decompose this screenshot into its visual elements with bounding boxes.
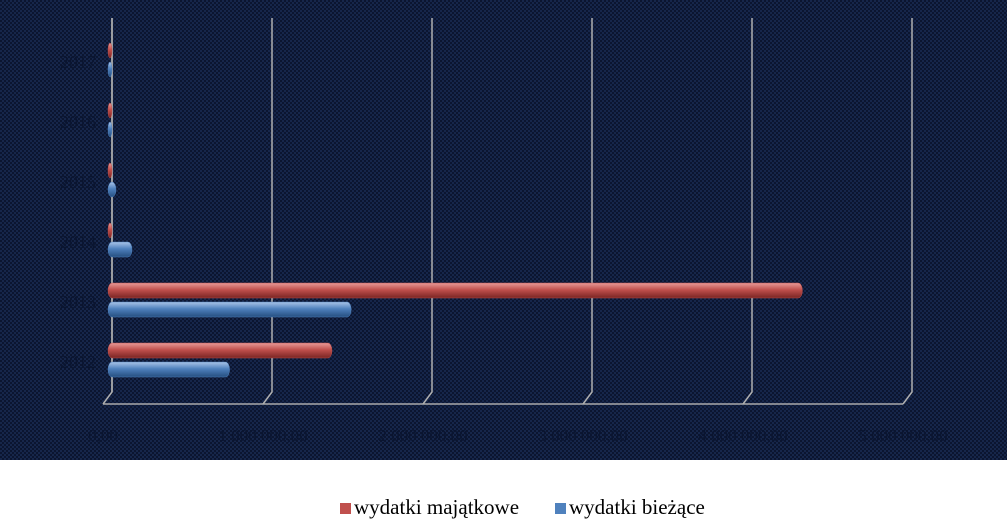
- bar: [107, 342, 333, 359]
- x-tick-label: 2 000 000,00: [378, 426, 467, 445]
- y-tick-label: 2016: [60, 112, 96, 132]
- legend-label: wydatki bieżące: [569, 495, 705, 519]
- x-tick-label: 4 000 000,00: [698, 426, 787, 445]
- plot-background: [0, 0, 1007, 460]
- y-tick-label: 2014: [60, 232, 96, 252]
- bar: [107, 162, 113, 179]
- x-tick-label: 0,00: [88, 426, 118, 445]
- y-tick-label: 2012: [60, 352, 96, 372]
- bar: [107, 361, 230, 378]
- bar: [107, 121, 113, 138]
- grid-line: [262, 18, 273, 405]
- y-tick-label: 2013: [60, 292, 96, 312]
- legend-label: wydatki majątkowe: [354, 495, 519, 519]
- grid-line: [102, 18, 113, 405]
- grid-line: [582, 18, 593, 405]
- bar: [107, 102, 113, 119]
- y-tick-label: 2017: [60, 52, 96, 72]
- bar: [107, 282, 803, 299]
- x-tick-label: 1 000 000,00: [218, 426, 307, 445]
- legend-swatch: [555, 503, 566, 514]
- bar: [107, 61, 113, 78]
- grid-line: [742, 18, 753, 405]
- y-tick-label: 2015: [60, 172, 96, 192]
- bar: [107, 42, 113, 59]
- legend-swatch: [340, 503, 351, 514]
- bar: [107, 222, 113, 239]
- grid-line: [422, 18, 433, 405]
- bar: [107, 241, 133, 258]
- x-tick-label: 3 000 000,00: [538, 426, 627, 445]
- bar: [107, 301, 352, 318]
- grid-line: [902, 18, 913, 405]
- bar: [107, 181, 117, 198]
- x-tick-label: 5 000 000,00: [858, 426, 947, 445]
